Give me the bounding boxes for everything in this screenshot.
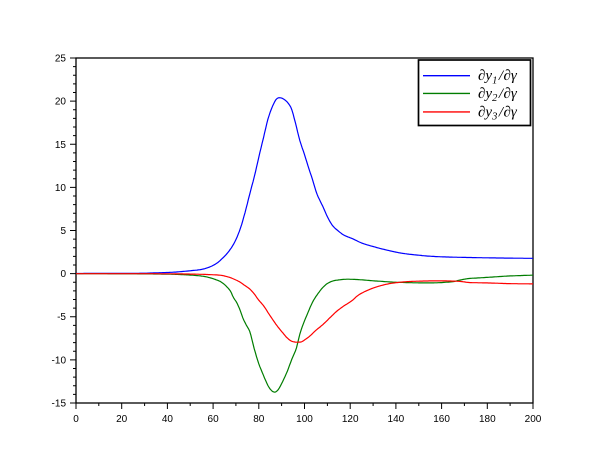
svg-text:160: 160: [433, 414, 450, 425]
svg-text:180: 180: [479, 414, 496, 425]
svg-text:-5: -5: [57, 312, 66, 323]
svg-text:20: 20: [55, 97, 67, 108]
svg-text:200: 200: [525, 414, 542, 425]
svg-text:-15: -15: [52, 399, 67, 410]
svg-text:140: 140: [388, 414, 405, 425]
svg-text:20: 20: [116, 414, 128, 425]
svg-text:100: 100: [296, 414, 313, 425]
svg-text:60: 60: [208, 414, 220, 425]
svg-text:∂y3/∂γ: ∂y3/∂γ: [478, 104, 518, 122]
svg-text:15: 15: [55, 140, 67, 151]
svg-text:0: 0: [73, 414, 79, 425]
svg-text:-10: -10: [52, 355, 67, 366]
svg-text:40: 40: [162, 414, 174, 425]
svg-text:∂y1/∂γ: ∂y1/∂γ: [478, 68, 518, 86]
svg-text:25: 25: [55, 54, 67, 65]
svg-text:0: 0: [60, 269, 66, 280]
svg-text:120: 120: [342, 414, 359, 425]
svg-text:10: 10: [55, 183, 67, 194]
svg-text:5: 5: [60, 226, 66, 237]
svg-text:80: 80: [253, 414, 265, 425]
svg-text:∂y2/∂γ: ∂y2/∂γ: [478, 86, 518, 104]
